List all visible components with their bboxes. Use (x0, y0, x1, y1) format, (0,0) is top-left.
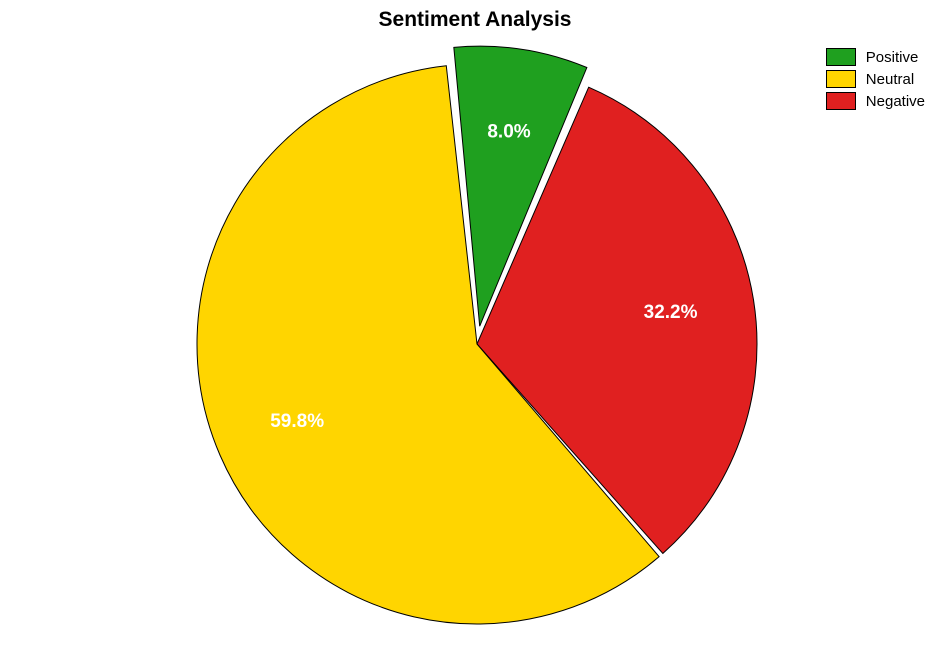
pct-label-positive: 8.0% (487, 121, 530, 142)
legend-item-positive: Positive (826, 48, 925, 66)
legend-item-neutral: Neutral (826, 70, 925, 88)
legend-label-negative: Negative (866, 93, 925, 110)
legend-label-neutral: Neutral (866, 71, 914, 88)
legend-label-positive: Positive (866, 49, 919, 66)
legend-swatch-neutral (826, 70, 856, 88)
legend-swatch-positive (826, 48, 856, 66)
pct-label-neutral: 59.8% (270, 411, 324, 432)
pie-chart: 32.2% 59.8% 8.0% (0, 0, 950, 662)
legend-item-negative: Negative (826, 92, 925, 110)
legend-swatch-negative (826, 92, 856, 110)
pct-label-negative: 32.2% (644, 302, 698, 323)
legend: Positive Neutral Negative (826, 48, 925, 114)
